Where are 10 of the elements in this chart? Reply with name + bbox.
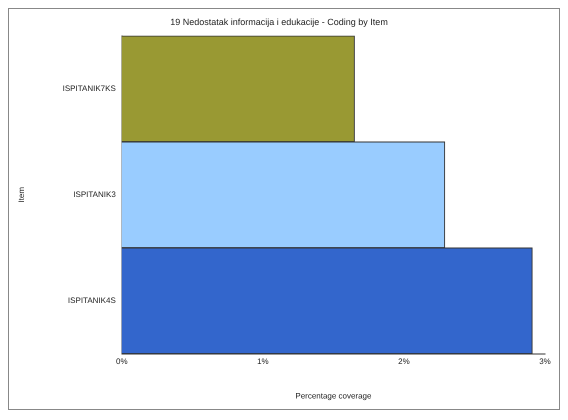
y-tick-label: ISPITANIK7KS bbox=[62, 84, 116, 94]
x-tick-label: 0% bbox=[116, 356, 128, 366]
x-tick-label: 2% bbox=[398, 356, 410, 366]
x-tick-label: 1% bbox=[257, 356, 269, 366]
x-axis-title: Percentage coverage bbox=[295, 391, 372, 400]
chart-title: 19 Nedostatak informacija i edukacije - Coding by Item bbox=[170, 16, 388, 27]
y-tick-label: ISPITANIK3 bbox=[73, 190, 116, 200]
x-tick-label: 3% bbox=[539, 356, 551, 366]
y-axis-title: Item bbox=[17, 186, 26, 203]
y-tick-label: ISPITANIK4S bbox=[68, 296, 116, 306]
